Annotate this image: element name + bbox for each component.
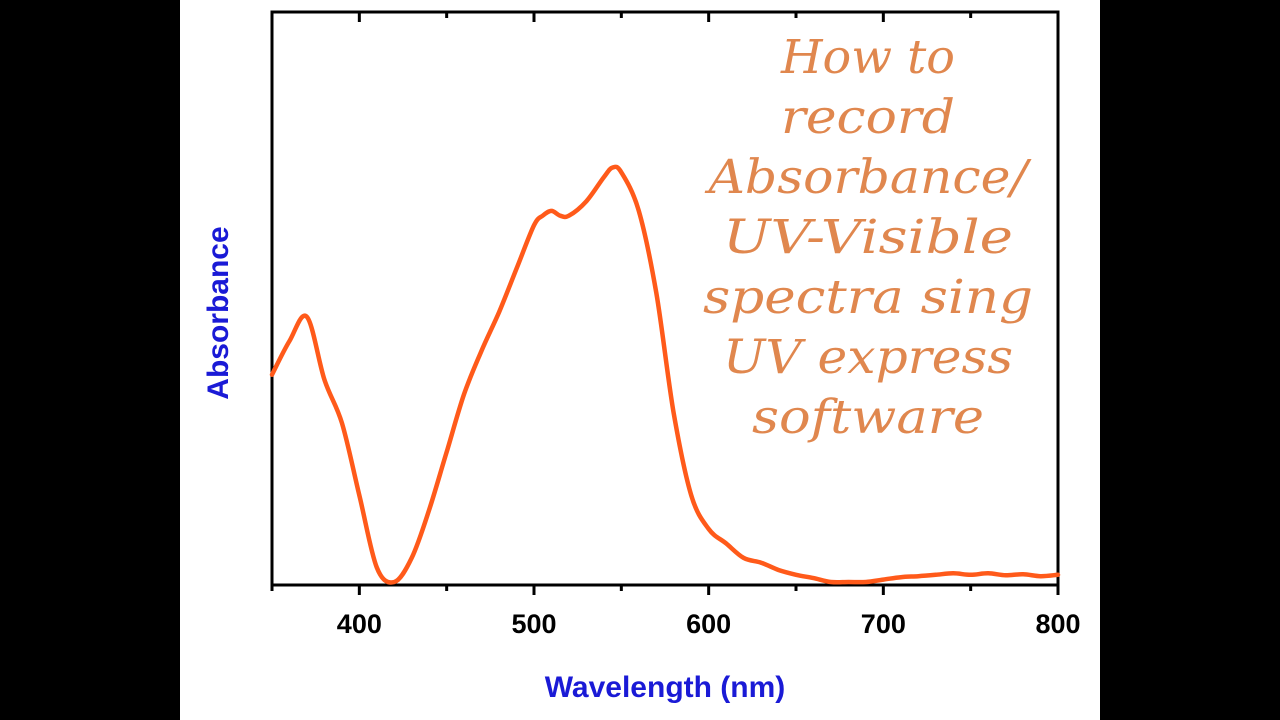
y-axis-title: Absorbance: [202, 226, 235, 399]
series-layer: [269, 164, 1061, 585]
x-axis-title: Wavelength (nm): [545, 671, 786, 704]
overlay-title-line: software: [752, 390, 984, 445]
x-tick-label: 700: [861, 609, 906, 639]
x-tick-label: 600: [686, 609, 731, 639]
chart-panel: [180, 0, 1100, 720]
overlay-title-line: UV express: [723, 330, 1013, 385]
overlay-title-line: record: [781, 90, 955, 145]
spectrum-line: [269, 164, 1061, 585]
x-tick-label: 800: [1035, 609, 1080, 639]
x-axis-tick-labels: 400 500 600 700 800: [337, 609, 1081, 639]
x-tick-label: 500: [511, 609, 556, 639]
overlay-title-line: Absorbance/: [704, 150, 1032, 205]
overlay-title: How torecordAbsorbance/UV-Visiblespectra…: [703, 30, 1033, 445]
overlay-title-line: spectra sing: [703, 270, 1033, 325]
x-tick-label: 400: [337, 609, 382, 639]
plot-frame: [270, 10, 1060, 587]
overlay-title-line: UV-Visible: [723, 210, 1013, 265]
overlay-title-line: How to: [780, 30, 955, 85]
plot-border: [270, 10, 1060, 587]
x-axis-ticks: [270, 12, 1060, 595]
